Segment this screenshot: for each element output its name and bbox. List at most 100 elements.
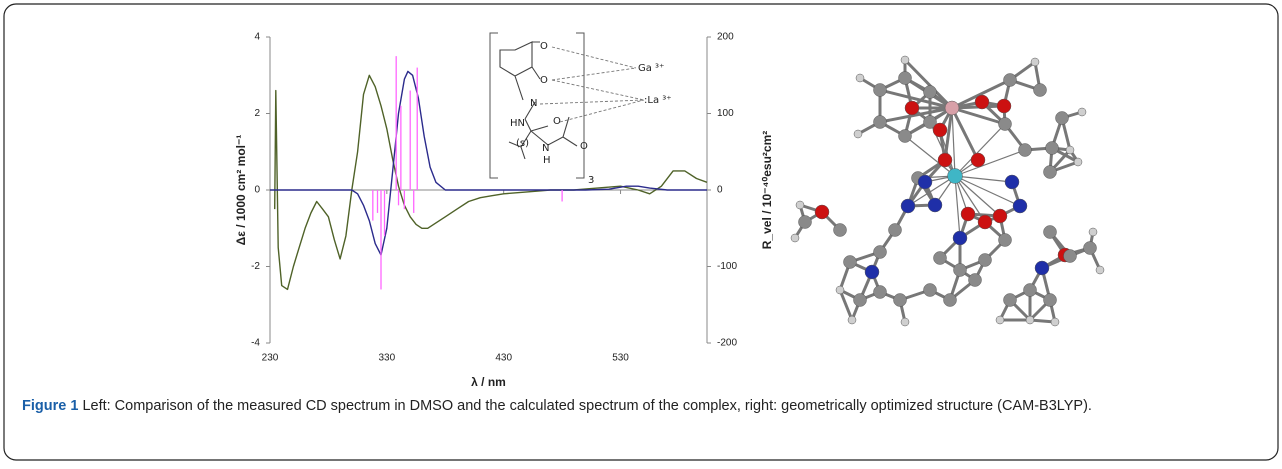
atom (836, 286, 844, 294)
atom (865, 265, 879, 279)
y2-axis-label: R_vel / 10⁻⁴⁰esu²cm² (760, 131, 774, 249)
x-tick-label: 330 (379, 353, 396, 364)
y-tick-label: 4 (254, 32, 260, 43)
atom (854, 130, 862, 138)
molecule-model (791, 56, 1104, 326)
x-axis-label: λ / nm (471, 375, 506, 389)
atom (1013, 199, 1027, 213)
atom (1035, 261, 1049, 275)
atom-label: N (542, 143, 549, 154)
spectrum-line (270, 71, 707, 255)
atom (905, 101, 919, 115)
atom-label: O (540, 75, 548, 86)
caption-text: Left: Comparison of the measured CD spec… (82, 398, 1092, 414)
atom (979, 254, 992, 267)
atom (928, 198, 942, 212)
y2-tick-label: 100 (717, 108, 734, 119)
atom (944, 294, 957, 307)
atom (1044, 294, 1057, 307)
atom (1044, 226, 1057, 239)
atom (854, 294, 867, 307)
x-tick-label: 230 (262, 353, 279, 364)
atom (815, 205, 829, 219)
atom-label: O (540, 41, 548, 52)
atom (834, 224, 847, 237)
atom (874, 84, 887, 97)
atom (874, 246, 887, 259)
atom-label: N (530, 98, 537, 109)
bond (955, 176, 1012, 182)
atom (933, 123, 947, 137)
structure-bonds (500, 42, 577, 159)
atom (899, 72, 912, 85)
bond (952, 108, 955, 176)
atom (1031, 58, 1039, 66)
atom-label: O (553, 116, 561, 127)
atom (844, 256, 857, 269)
atom (874, 116, 887, 129)
atom (856, 74, 864, 82)
atom (791, 234, 799, 242)
atom (978, 215, 992, 229)
atom-label: O (580, 141, 588, 152)
x-tick-label: 530 (612, 353, 629, 364)
atom (1004, 74, 1017, 87)
atom (948, 169, 963, 184)
atom (1004, 294, 1017, 307)
atom (796, 201, 804, 209)
atom (945, 101, 959, 115)
caption: Figure 1 Left: Comparison of the measure… (22, 394, 1260, 419)
atom (889, 224, 902, 237)
y2-tick-label: -100 (717, 261, 737, 272)
y-tick-label: 2 (254, 108, 260, 119)
atom (1074, 158, 1082, 166)
y-tick-label: -4 (251, 338, 260, 349)
atom (1024, 284, 1037, 297)
caption-label: Figure 1 (22, 398, 78, 414)
atom (997, 99, 1011, 113)
atom (971, 153, 985, 167)
subscript-label: 3 (588, 175, 594, 186)
atom (1026, 316, 1034, 324)
chemical-structure: O O Ga ³⁺ :La ³⁺ N HN O (s) N H O 3 (490, 33, 672, 186)
atom (996, 316, 1004, 324)
atom (1044, 166, 1057, 179)
atom-label: HN (510, 118, 525, 129)
atom (961, 207, 975, 221)
atom (1089, 228, 1097, 236)
atom-label: H (543, 155, 551, 166)
atom (1034, 84, 1047, 97)
bond (955, 176, 960, 238)
atom (901, 56, 909, 64)
atom (924, 86, 937, 99)
figure: -4-2024-200-1000100200230330430530λ / nm… (0, 0, 1282, 464)
ion-label: Ga ³⁺ (638, 63, 664, 74)
atom (1056, 112, 1069, 125)
atom (993, 209, 1007, 223)
y2-tick-label: 0 (717, 185, 723, 196)
y2-tick-label: 200 (717, 32, 734, 43)
y2-tick-label: -200 (717, 338, 737, 349)
atom (1084, 242, 1097, 255)
atom (1005, 175, 1019, 189)
atom (1064, 250, 1077, 263)
atom (894, 294, 907, 307)
atom (999, 118, 1012, 131)
atom (1046, 142, 1059, 155)
atom (1078, 108, 1086, 116)
atom (1066, 146, 1074, 154)
atom (901, 318, 909, 326)
atom (848, 316, 856, 324)
atom (969, 274, 982, 287)
atom (1019, 144, 1032, 157)
atom (799, 216, 812, 229)
atom (1096, 266, 1104, 274)
atom (999, 234, 1012, 247)
atom (899, 130, 912, 143)
spectrum-line (275, 75, 707, 289)
stereo-label: (s) (516, 138, 529, 149)
x-tick-label: 430 (495, 353, 512, 364)
atom (975, 95, 989, 109)
y-axis-label: Δε / 1000 cm² mol⁻¹ (234, 135, 248, 246)
